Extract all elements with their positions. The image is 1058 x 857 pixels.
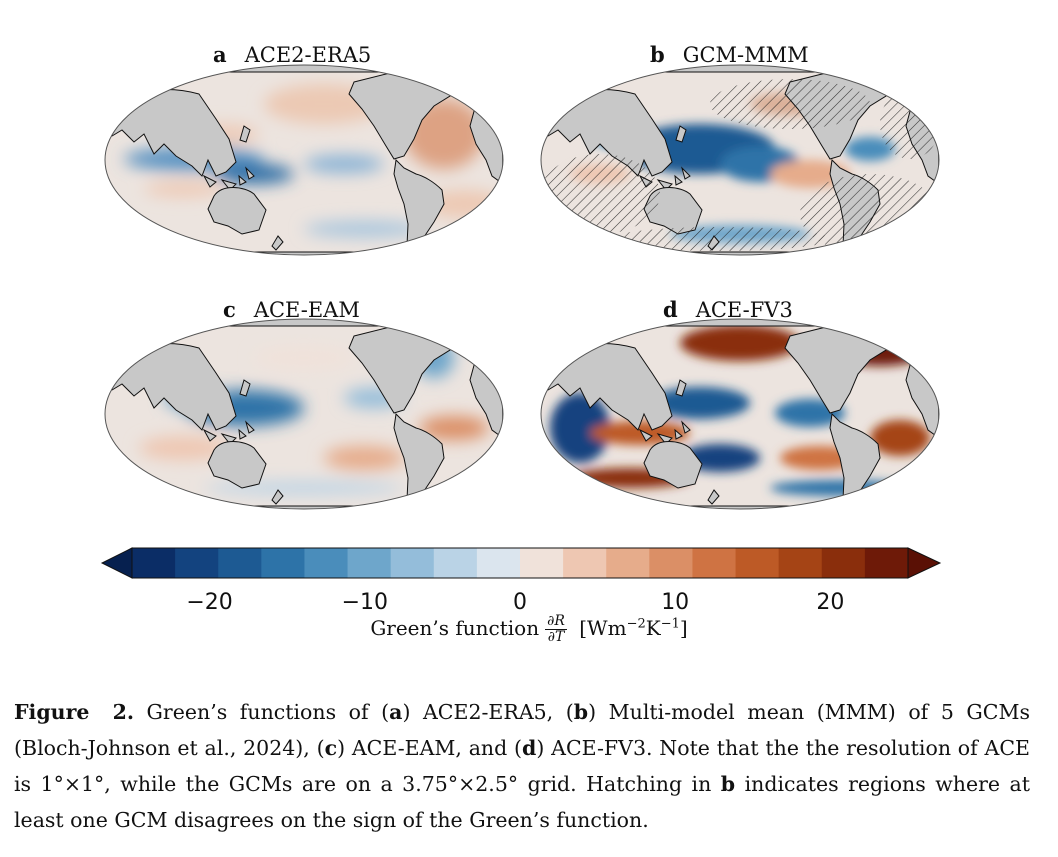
colorbar-segment [175, 548, 219, 578]
colorbar-segment [821, 548, 866, 578]
colorbar-segment [132, 548, 176, 578]
colorbar-segment [649, 548, 693, 578]
panel-b-map [540, 64, 940, 256]
panel-d-map [540, 318, 940, 510]
figure-caption: Figure 2. Green’s functions of (a) ACE2-… [14, 700, 1030, 832]
colorbar-segment [433, 548, 478, 578]
derivative-fraction: ∂R ∂T [545, 613, 567, 645]
colorbar-segment [476, 548, 521, 578]
colorbar-segment [735, 548, 780, 578]
panel-a-map [104, 64, 504, 256]
colorbar-extend-min [100, 547, 133, 579]
colorbar-segment [520, 548, 564, 578]
colorbar-tick-label: 0 [513, 590, 527, 615]
panel-b-title: b GCM-MMM [650, 42, 809, 67]
colorbar-segment [261, 548, 305, 578]
colorbar-tick-label: −10 [341, 590, 389, 615]
colorbar [100, 547, 942, 579]
colorbar-extend-max [907, 547, 942, 579]
colorbar-segment [347, 548, 392, 578]
colorbar-tick-label: −20 [186, 590, 233, 615]
colorbar-label: Green’s function ∂R ∂T [Wm−2K−1] [370, 613, 688, 645]
colorbar-segment [778, 548, 823, 578]
colorbar-segment [390, 548, 435, 578]
colorbar-tick-labels: −20 −10 0 10 20 [0, 590, 1058, 620]
colorbar-frame [131, 547, 909, 579]
colorbar-segment [606, 548, 650, 578]
colorbar-segment [563, 548, 607, 578]
panel-a-title: a ACE2-ERA5 [213, 42, 372, 67]
colorbar-segment [218, 548, 262, 578]
panel-c-title: c ACE-EAM [223, 297, 360, 322]
panel-c-map [104, 318, 504, 510]
colorbar-segment [692, 548, 737, 578]
colorbar-tick-label: 10 [661, 590, 690, 615]
colorbar-segment [304, 548, 349, 578]
figure-label: Figure 2. [14, 700, 134, 724]
colorbar-segment [864, 548, 909, 578]
colorbar-tick-label: 20 [816, 590, 845, 615]
panel-d-title: d ACE-FV3 [663, 297, 793, 322]
